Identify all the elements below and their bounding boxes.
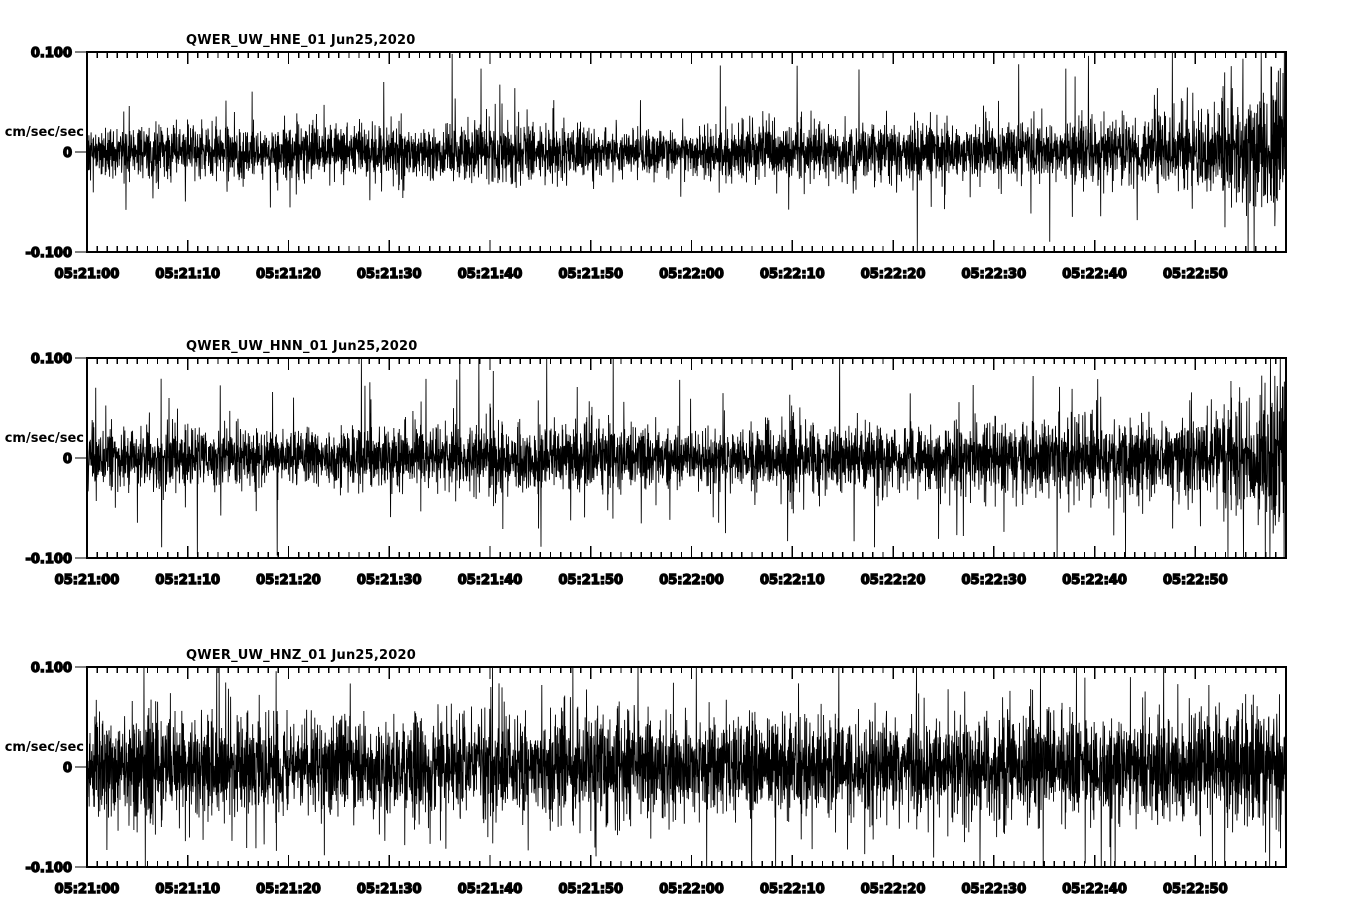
- y-tick-group: 0.100 0 -0.100: [25, 351, 87, 568]
- waveform-trace-hnn: [87, 358, 1286, 558]
- trace-title-hnn: QWER_UW_HNN_01 Jun25,2020: [186, 339, 418, 354]
- x-axis-tick-label: 05:21:50: [558, 573, 623, 588]
- trace-panel-hne: 05:21:00 05:21:10 05:21:20 05:21:30 05:21:40…: [0, 12, 1358, 292]
- x-axis-tick-label: 05:21:00: [55, 882, 120, 897]
- x-axis-tick-label: 05:22:20: [861, 573, 926, 588]
- x-axis-tick-label: 05:21:00: [55, 267, 120, 282]
- y-tick-group: 0.100 0 -0.100: [25, 45, 87, 262]
- trace-panel-hnn: 05:21:00 05:21:10 05:21:20 05:21:30 05:21:40…: [0, 318, 1358, 598]
- x-axis-tick-label: 05:21:20: [256, 882, 321, 897]
- x-axis-tick-label: 05:22:00: [659, 573, 724, 588]
- x-axis-tick-label: 05:22:10: [760, 573, 825, 588]
- x-axis-tick-label: 05:21:10: [155, 573, 220, 588]
- major-tick-group: 05:21:00 05:21:10 05:21:20 05:21:30 05:21:40…: [54, 358, 1228, 589]
- x-axis-tick-label: 05:21:00: [55, 573, 120, 588]
- x-axis-tick-label: 05:21:10: [155, 267, 220, 282]
- minor-tick-group: [96, 52, 1277, 252]
- plot-frame: [86, 51, 1287, 253]
- x-axis-tick-label: 05:21:30: [357, 573, 422, 588]
- trace-plot-hnn: 05:21:00 05:21:10 05:21:20 05:21:30 05:21:40…: [5, 339, 1287, 589]
- y-axis-tick-label: -0.100: [25, 246, 72, 261]
- major-tick-group: 05:21:00 05:21:10 05:21:20 05:21:30 05:21:40…: [54, 52, 1228, 283]
- x-axis-tick-label: 05:22:10: [760, 882, 825, 897]
- x-axis-tick-label: 05:22:20: [861, 882, 926, 897]
- x-axis-tick-label: 05:21:40: [458, 573, 523, 588]
- waveform-trace-hne: [87, 52, 1286, 252]
- x-axis-tick-label: 05:22:50: [1163, 573, 1228, 588]
- x-axis-tick-label: 05:21:30: [357, 882, 422, 897]
- x-axis-tick-label: 05:22:00: [659, 882, 724, 897]
- trace-plot-hne: 05:21:00 05:21:10 05:21:20 05:21:30 05:21:40…: [5, 33, 1287, 283]
- y-axis-tick-label: 0.100: [31, 352, 72, 367]
- plot-frame: [86, 666, 1287, 868]
- y-axis-tick-label: 0.100: [31, 46, 72, 61]
- x-axis-tick-label: 05:22:30: [961, 882, 1026, 897]
- minor-tick-group: [96, 667, 1277, 867]
- plot-frame: [86, 357, 1287, 559]
- y-axis-unit-label: cm/sec/sec: [5, 740, 84, 755]
- x-axis-tick-label: 05:21:30: [357, 267, 422, 282]
- y-axis-unit-label: cm/sec/sec: [5, 431, 84, 446]
- y-axis-tick-label: -0.100: [25, 861, 72, 876]
- y-axis-tick-label: -0.100: [25, 552, 72, 567]
- y-tick-group: 0.100 0 -0.100: [25, 660, 87, 877]
- x-axis-tick-label: 05:22:20: [861, 267, 926, 282]
- x-axis-tick-label: 05:21:20: [256, 267, 321, 282]
- x-axis-tick-label: 05:22:30: [961, 573, 1026, 588]
- x-axis-tick-label: 05:22:40: [1062, 882, 1127, 897]
- y-axis-unit-label: cm/sec/sec: [5, 125, 84, 140]
- x-axis-tick-label: 05:22:50: [1163, 267, 1228, 282]
- x-axis-tick-label: 05:21:10: [155, 882, 220, 897]
- x-axis-tick-label: 05:22:10: [760, 267, 825, 282]
- y-axis-tick-label: 0: [63, 146, 72, 161]
- trace-title-hne: QWER_UW_HNE_01 Jun25,2020: [186, 33, 416, 48]
- x-axis-tick-label: 05:22:40: [1062, 267, 1127, 282]
- x-axis-tick-label: 05:21:40: [458, 882, 523, 897]
- x-axis-tick-label: 05:21:50: [558, 267, 623, 282]
- y-axis-tick-label: 0: [63, 452, 72, 467]
- x-axis-tick-label: 05:21:50: [558, 882, 623, 897]
- x-axis-tick-label: 05:21:40: [458, 267, 523, 282]
- x-axis-tick-label: 05:22:50: [1163, 882, 1228, 897]
- trace-title-hnz: QWER_UW_HNZ_01 Jun25,2020: [186, 648, 416, 663]
- major-tick-group: 05:21:00 05:21:10 05:21:20 05:21:30 05:21:40…: [54, 667, 1228, 898]
- x-axis-tick-label: 05:22:30: [961, 267, 1026, 282]
- y-axis-tick-label: 0.100: [31, 661, 72, 676]
- trace-panel-hnz: 05:21:00 05:21:10 05:21:20 05:21:30 05:21:40…: [0, 627, 1358, 907]
- y-axis-tick-label: 0: [63, 761, 72, 776]
- minor-tick-group: [96, 358, 1277, 558]
- waveform-trace-hnz: [87, 667, 1286, 867]
- x-axis-tick-label: 05:21:20: [256, 573, 321, 588]
- trace-plot-hnz: 05:21:00 05:21:10 05:21:20 05:21:30 05:21:40…: [5, 648, 1287, 898]
- x-axis-tick-label: 05:22:00: [659, 267, 724, 282]
- x-axis-tick-label: 05:22:40: [1062, 573, 1127, 588]
